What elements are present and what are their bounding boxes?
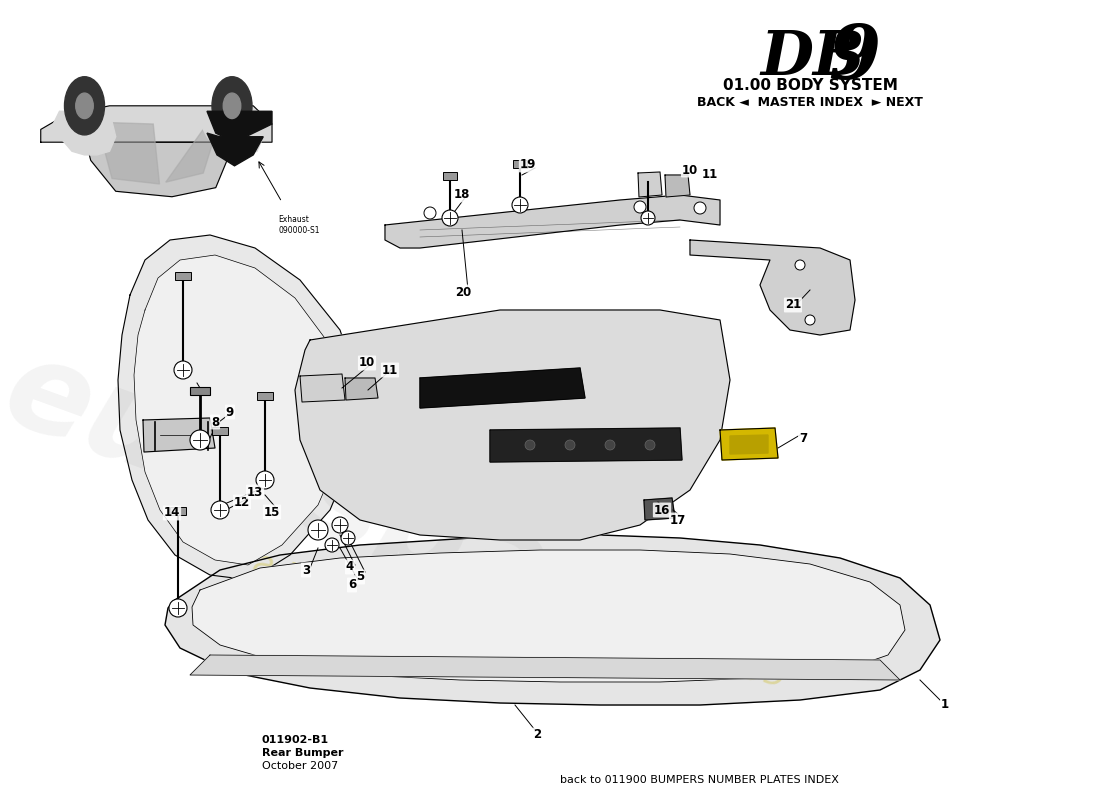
Circle shape [641, 211, 654, 225]
Text: 15: 15 [264, 506, 280, 518]
Circle shape [308, 520, 328, 540]
Polygon shape [143, 418, 214, 452]
Polygon shape [190, 655, 900, 680]
Text: 6: 6 [348, 578, 356, 591]
Text: 2: 2 [532, 729, 541, 742]
Text: Exhaust
090000-S1: Exhaust 090000-S1 [278, 215, 320, 235]
Circle shape [212, 77, 252, 135]
Text: 4: 4 [345, 561, 354, 574]
Polygon shape [295, 310, 730, 540]
Polygon shape [513, 160, 527, 168]
Circle shape [634, 201, 646, 213]
Polygon shape [118, 235, 360, 580]
Circle shape [795, 260, 805, 270]
Circle shape [525, 440, 535, 450]
Polygon shape [175, 272, 191, 280]
Polygon shape [212, 427, 228, 435]
Text: eurospares: eurospares [0, 328, 772, 712]
Text: 21: 21 [785, 298, 801, 311]
Text: 5: 5 [356, 570, 364, 583]
Circle shape [223, 93, 241, 118]
Polygon shape [134, 255, 348, 565]
Polygon shape [166, 124, 216, 182]
Circle shape [190, 430, 210, 450]
Text: 011902-B1: 011902-B1 [262, 735, 329, 745]
Circle shape [65, 77, 104, 135]
Polygon shape [638, 172, 662, 197]
Polygon shape [207, 133, 263, 166]
Polygon shape [165, 535, 940, 705]
Polygon shape [666, 175, 690, 197]
Polygon shape [170, 507, 186, 515]
Circle shape [694, 202, 706, 214]
Polygon shape [53, 111, 116, 155]
Text: 8: 8 [211, 415, 219, 429]
Text: Rear Bumper: Rear Bumper [262, 748, 343, 758]
Circle shape [324, 538, 339, 552]
Text: a passion for parts since 1985: a passion for parts since 1985 [250, 546, 791, 694]
Circle shape [645, 440, 654, 450]
Text: 19: 19 [520, 158, 536, 171]
Polygon shape [385, 195, 720, 248]
Polygon shape [345, 378, 378, 400]
Text: 16: 16 [653, 503, 670, 517]
Circle shape [332, 517, 348, 533]
Polygon shape [730, 435, 768, 454]
Polygon shape [490, 428, 682, 462]
Polygon shape [644, 498, 675, 520]
Polygon shape [300, 374, 345, 402]
Circle shape [565, 440, 575, 450]
Text: 9: 9 [226, 406, 234, 418]
Circle shape [442, 210, 458, 226]
Polygon shape [720, 428, 778, 460]
Text: 7: 7 [799, 431, 807, 445]
Circle shape [76, 93, 94, 118]
Text: 18: 18 [454, 189, 470, 202]
Circle shape [512, 197, 528, 213]
Circle shape [211, 501, 229, 519]
Text: back to 011900 BUMPERS NUMBER PLATES INDEX: back to 011900 BUMPERS NUMBER PLATES IND… [560, 775, 839, 785]
Circle shape [805, 315, 815, 325]
Circle shape [174, 361, 192, 379]
Polygon shape [192, 550, 905, 682]
Text: 3: 3 [301, 563, 310, 577]
Text: 9: 9 [828, 22, 880, 94]
Text: 10: 10 [359, 357, 375, 370]
Text: BACK ◄  MASTER INDEX  ► NEXT: BACK ◄ MASTER INDEX ► NEXT [697, 96, 923, 109]
Polygon shape [257, 392, 273, 400]
Polygon shape [443, 172, 456, 180]
Polygon shape [420, 368, 585, 408]
Circle shape [341, 531, 355, 545]
Polygon shape [97, 122, 160, 184]
Text: 11: 11 [702, 169, 718, 182]
Circle shape [424, 207, 436, 219]
Text: 01.00 BODY SYSTEM: 01.00 BODY SYSTEM [723, 78, 898, 93]
Text: 11: 11 [382, 363, 398, 377]
Polygon shape [207, 111, 272, 142]
Polygon shape [690, 240, 855, 335]
Text: 12: 12 [234, 495, 250, 509]
Circle shape [605, 440, 615, 450]
Text: 20: 20 [455, 286, 471, 298]
Circle shape [169, 599, 187, 617]
Polygon shape [200, 111, 263, 155]
Text: 1: 1 [940, 698, 949, 711]
Polygon shape [41, 106, 272, 142]
Text: October 2007: October 2007 [262, 761, 339, 771]
Text: 10: 10 [682, 163, 698, 177]
Circle shape [256, 471, 274, 489]
Polygon shape [78, 111, 234, 197]
Text: 17: 17 [670, 514, 686, 526]
Text: DB: DB [760, 28, 865, 88]
Text: 13: 13 [246, 486, 263, 498]
Polygon shape [190, 387, 210, 395]
Text: 14: 14 [164, 506, 180, 519]
